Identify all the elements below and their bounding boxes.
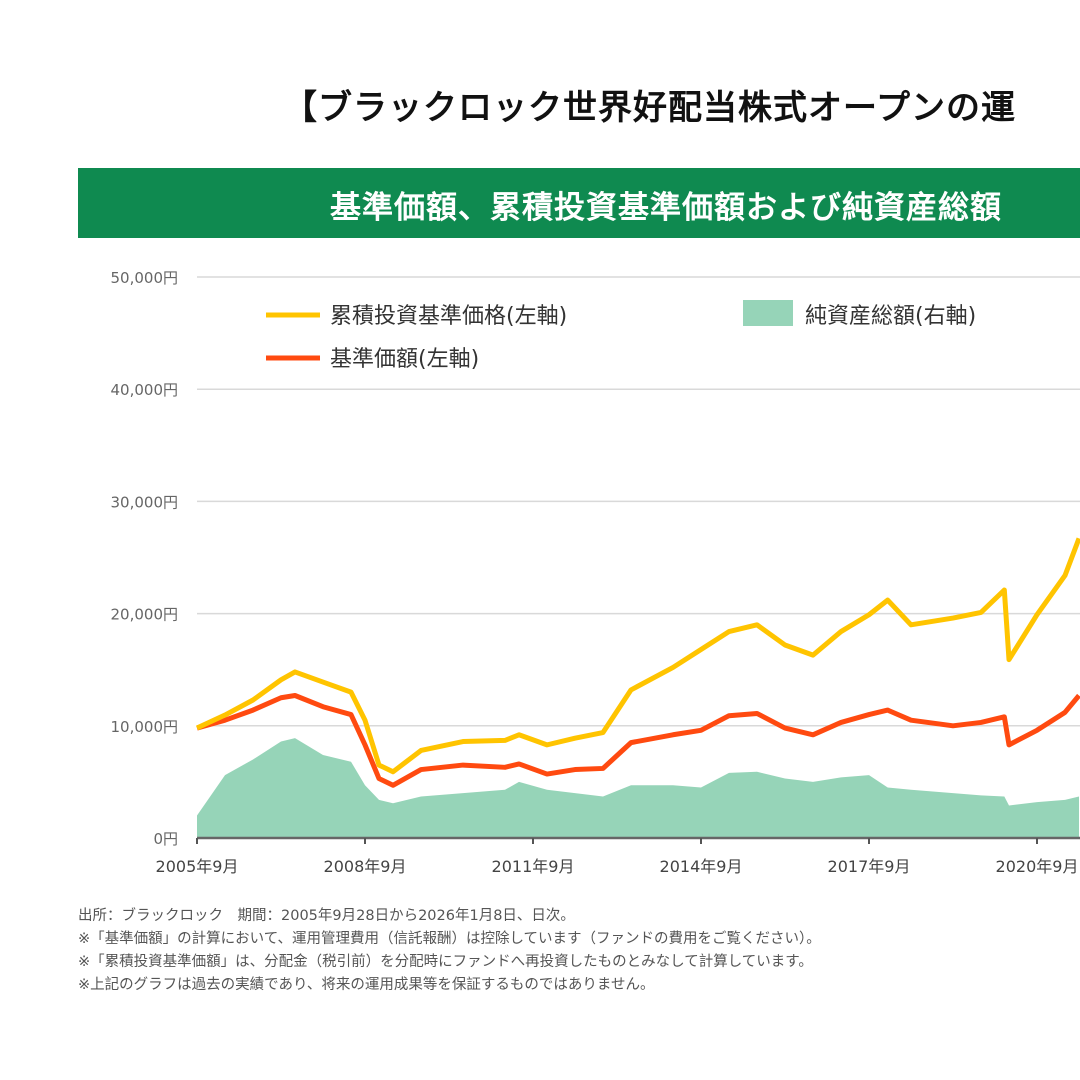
y-tick-label: 0円	[153, 830, 178, 848]
footnotes: 出所：ブラックロック 期間：2005年9月28日から2026年1月8日、日次。 …	[78, 905, 821, 997]
y-tick-label: 20,000円	[111, 606, 179, 624]
legend-swatch-net-assets	[743, 300, 793, 326]
note-source: 出所：ブラックロック 期間：2005年9月28日から2026年1月8日、日次。	[78, 908, 575, 924]
note-cumulative: ※「累積投資基準価額」は、分配金（税引前）を分配時にファンドへ再投資したものとみ…	[78, 954, 813, 970]
x-tick-label: 2014年9月	[660, 857, 743, 876]
net-assets-area	[197, 738, 1079, 838]
x-tick-label: 2017年9月	[828, 857, 911, 876]
x-tick-label: 2008年9月	[324, 857, 407, 876]
legend-label-net-assets: 純資産総額(右軸)	[805, 304, 976, 329]
legend-label-cumulative: 累積投資基準価格(左軸)	[330, 304, 567, 329]
chart-title: 【ブラックロック世界好配当株式オープンの運	[283, 88, 1016, 128]
chart: 0円 10,000円 20,000円 30,000円 40,000円 50,000円 200…	[111, 269, 1080, 876]
y-tick-label: 50,000円	[111, 269, 179, 287]
x-tick-label: 2020年9月	[996, 857, 1079, 876]
cumulative-nav-line	[195, 537, 1080, 775]
note-disclaimer: ※上記のグラフは過去の実績であり、将来の運用成果等を保証するものではありません。	[78, 977, 655, 993]
y-tick-label: 40,000円	[111, 381, 179, 399]
note-nav: ※「基準価額」の計算において、運用管理費用（信託報酬）は控除しています（ファンド…	[78, 931, 821, 947]
section-banner: 基準価額、累積投資基準価額および純資産総額	[78, 168, 1080, 238]
nav-line	[196, 693, 1080, 788]
y-tick-label: 30,000円	[111, 493, 179, 511]
banner-text: 基準価額、累積投資基準価額および純資産総額	[330, 190, 1002, 226]
x-tick-label: 2005年9月	[156, 857, 239, 876]
legend-label-nav: 基準価額(左軸)	[330, 347, 479, 372]
x-tick-label: 2011年9月	[492, 857, 575, 876]
y-tick-label: 10,000円	[111, 718, 179, 736]
